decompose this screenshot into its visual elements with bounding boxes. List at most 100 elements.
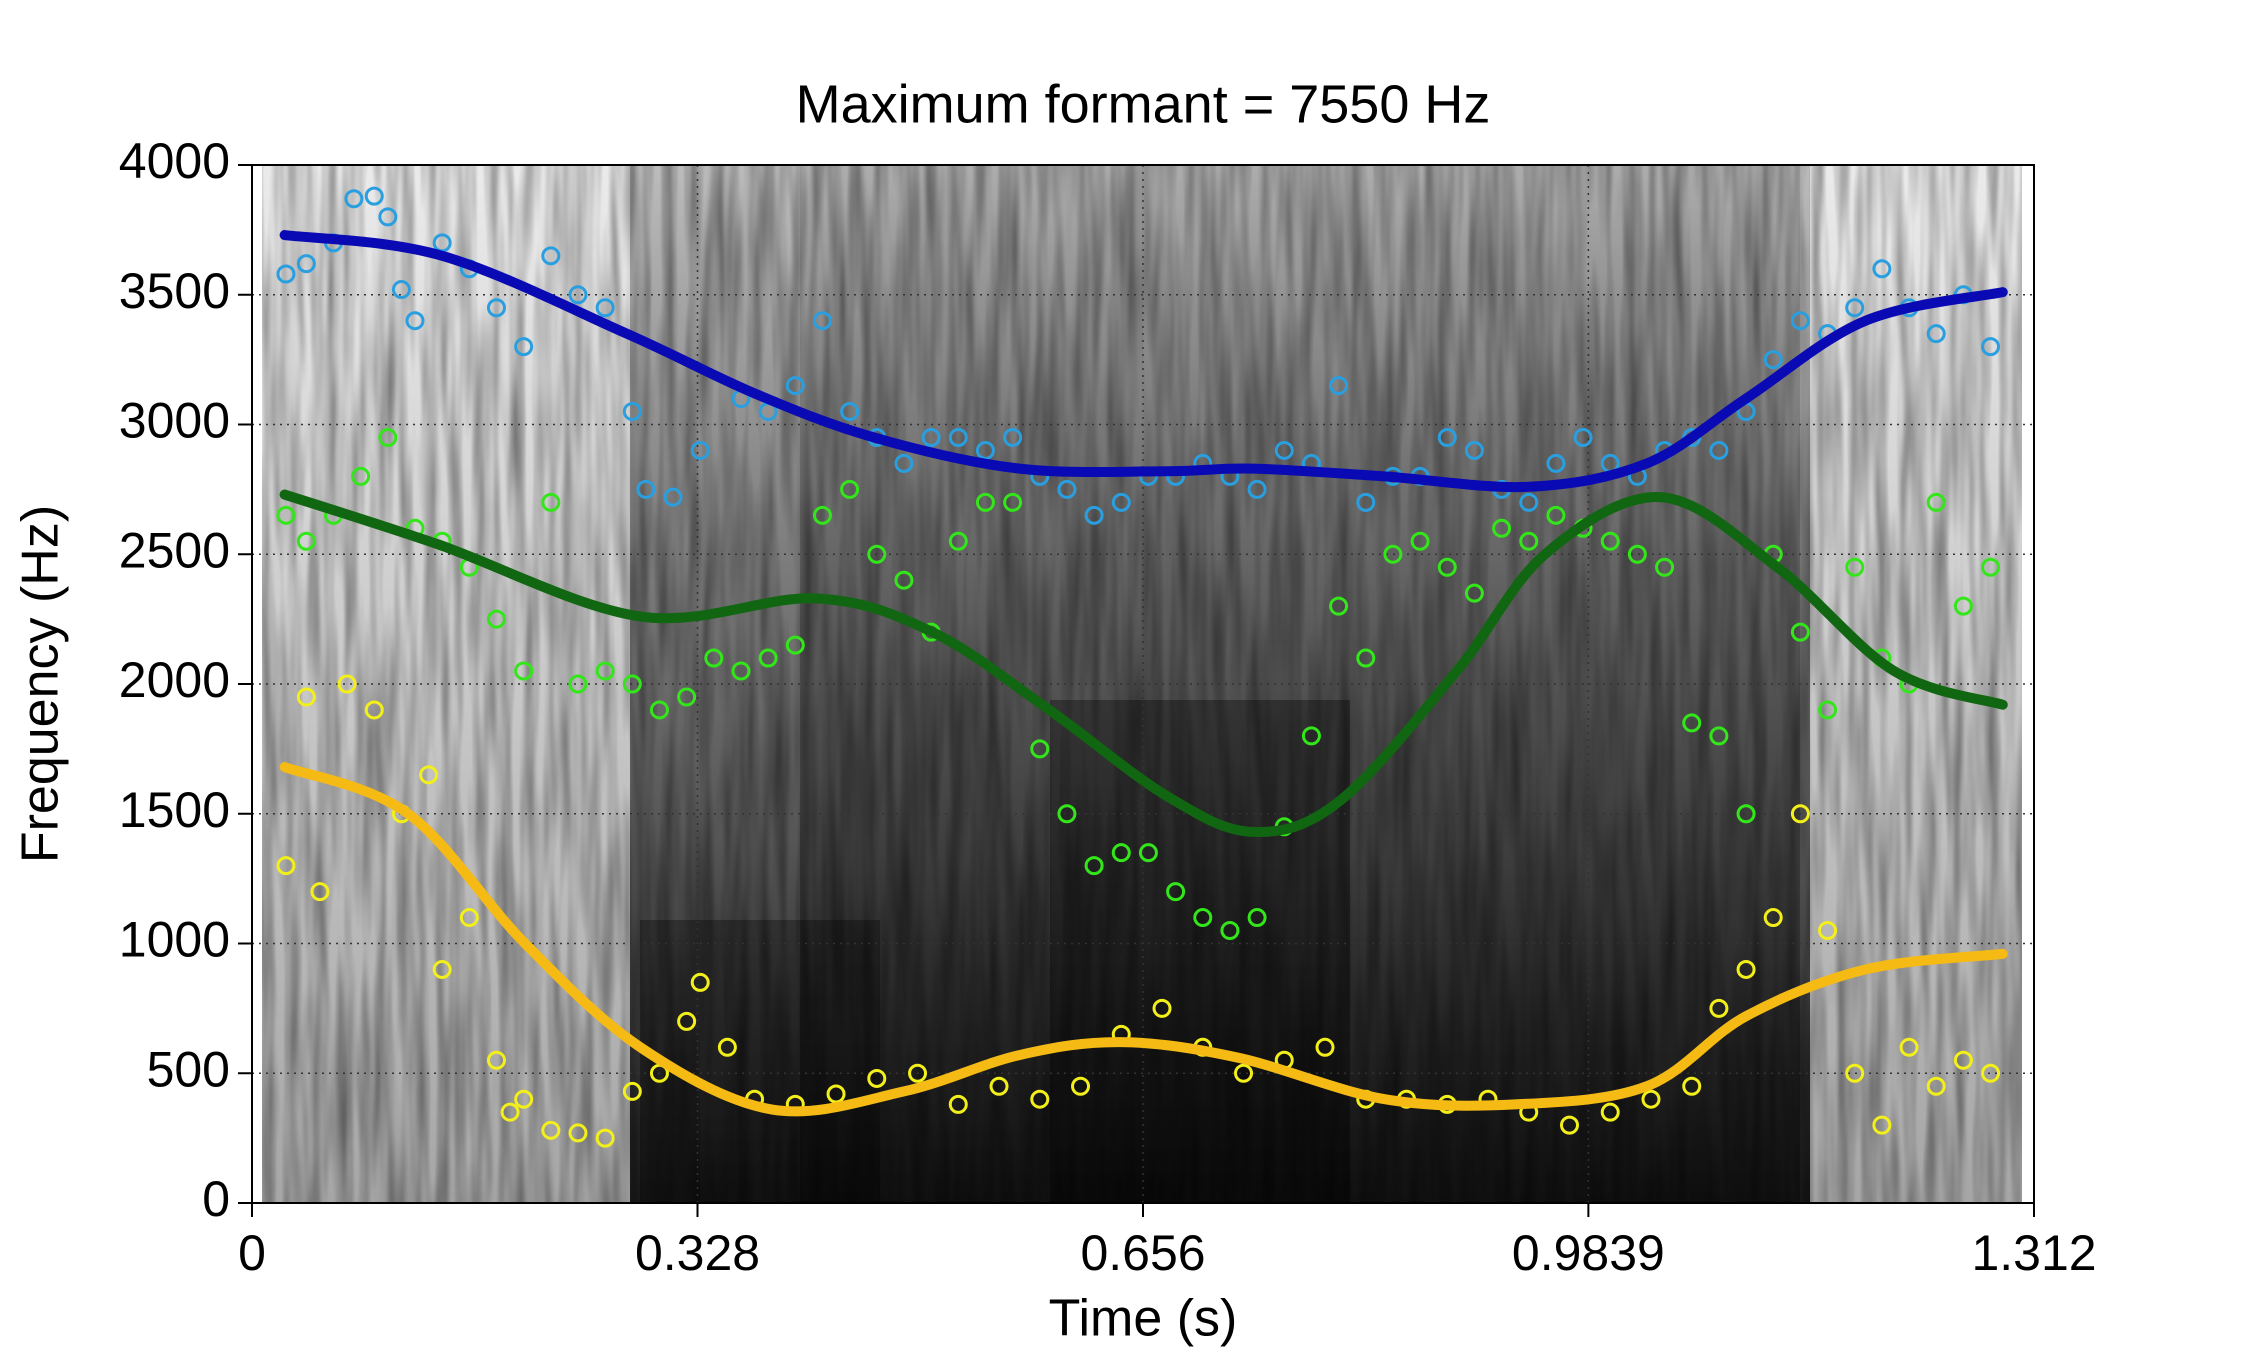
formant-point [948,1094,968,1114]
formant-point [514,661,534,681]
formant-point [1111,843,1131,863]
x-tick-label: 0.328 [635,1225,760,1281]
formant-point [595,298,615,318]
formant-point [1845,298,1865,318]
formant-point [296,687,316,707]
formant-point [1872,259,1892,279]
formant-point [1410,531,1430,551]
formant-point [894,570,914,590]
formant-fit [279,762,2008,1117]
formant-point [690,972,710,992]
formant-point [948,427,968,447]
formant-point [975,440,995,460]
formant-point [1736,959,1756,979]
x-axis-label: Time (s) [1049,1290,1238,1348]
formant-point [826,1084,846,1104]
formant-point [296,531,316,551]
formant-point [812,311,832,331]
formant-point [541,246,561,266]
x-tick-label: 1.312 [1971,1225,2096,1281]
formant-point [296,254,316,274]
formant-point [1981,1063,2001,1083]
formant-point [1600,531,1620,551]
formant-point [1709,998,1729,1018]
formant-point [1845,1063,1865,1083]
formant-point [351,466,371,486]
formant-point [1953,1050,1973,1070]
formant-point [541,492,561,512]
formant-point [486,609,506,629]
formant-point [276,505,296,525]
y-tick-label: 4000 [119,133,230,189]
formant-point [1790,311,1810,331]
x-tick-label: 0 [238,1225,266,1281]
formant-point [1981,557,2001,577]
y-tick-label: 3000 [119,393,230,449]
formant-point [894,453,914,473]
formant-point [677,1011,697,1031]
formant-point [276,856,296,876]
formant-point [758,648,778,668]
formant-point [812,505,832,525]
formant-point [568,674,588,694]
formant-point [1818,921,1838,941]
formant-point [1981,337,2001,357]
formant-point [649,700,669,720]
formant-point [1682,713,1702,733]
formant-point [1315,1037,1335,1057]
formant-point [1519,531,1539,551]
formant-point [1084,505,1104,525]
formant-point [1655,557,1675,577]
formant-point [1573,427,1593,447]
formant-point [1627,544,1647,564]
formant-point [989,1076,1009,1096]
formant-point [1030,739,1050,759]
formant-point [867,1068,887,1088]
formant-point [1926,1076,1946,1096]
chart-title: Maximum formant = 7550 Hz [796,74,1491,134]
formant-point [1709,440,1729,460]
formant-point [1437,427,1457,447]
formant-point [1790,804,1810,824]
formant-point [1003,492,1023,512]
formant-point [405,311,425,331]
formant-point [486,298,506,318]
y-tick-label: 3500 [119,263,230,319]
formant-fit [279,230,2008,493]
formant-point [1084,856,1104,876]
formant-point [677,687,697,707]
formant-point [378,207,398,227]
formant-point [1111,492,1131,512]
formant-point [568,1123,588,1143]
formant-point [717,1037,737,1057]
formant-point [1926,492,1946,512]
formant-point [568,285,588,305]
formant-point [1559,1115,1579,1135]
formant-point [1356,492,1376,512]
formant-point [840,479,860,499]
formant-point [432,959,452,979]
formant-point [459,908,479,928]
formant-point [378,427,398,447]
formant-point [785,635,805,655]
formant-point [1790,622,1810,642]
formant-point [622,402,642,422]
formant-point [514,1089,534,1109]
formant-point [908,1063,928,1083]
formant-point [276,264,296,284]
formant-point [1247,479,1267,499]
formant-point [364,700,384,720]
formant-point [344,189,364,209]
formant-point [541,1120,561,1140]
marks [276,186,2008,1148]
formant-point [1464,440,1484,460]
formant-point [1926,324,1946,344]
formant-point [1709,726,1729,746]
formant-point [1030,1089,1050,1109]
formant-point [1899,1037,1919,1057]
formant-point [1464,583,1484,603]
formant-point [364,186,384,206]
formant-point [690,440,710,460]
